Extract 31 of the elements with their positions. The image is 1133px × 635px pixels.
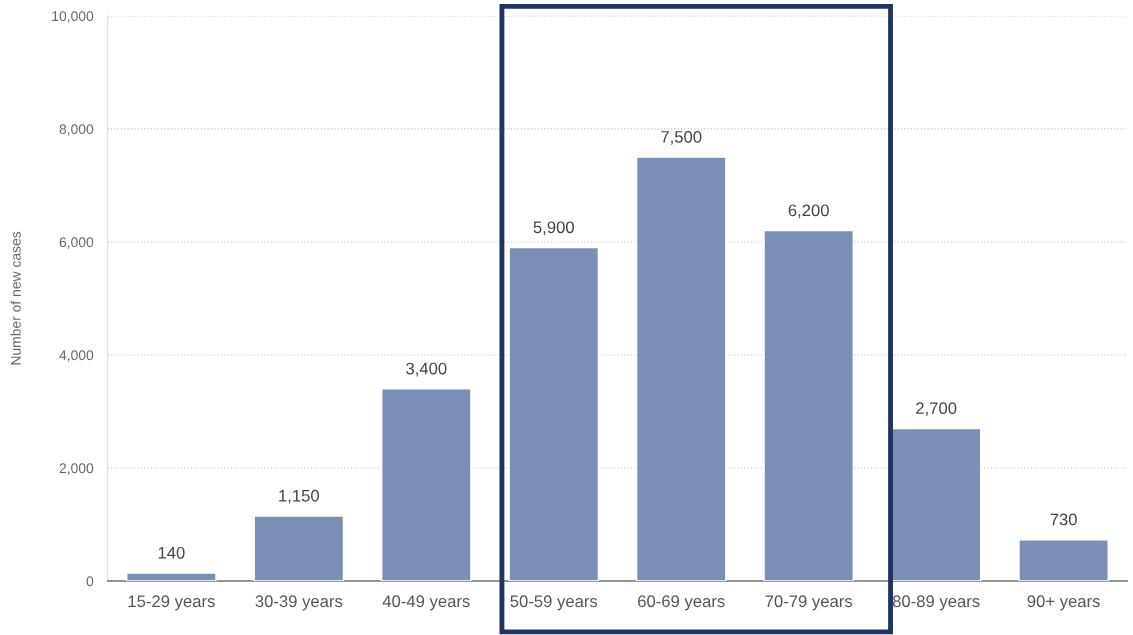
x-tick-label: 30-39 years xyxy=(255,595,343,611)
y-tick-label: 4,000 xyxy=(59,350,94,362)
data-label: 7,500 xyxy=(661,130,702,145)
data-label: 730 xyxy=(1050,513,1077,526)
y-tick-label: 0 xyxy=(86,576,94,587)
x-tick-label: 40-49 years xyxy=(382,595,470,611)
bar xyxy=(380,388,472,582)
y-tick-label: 2,000 xyxy=(59,463,94,475)
x-tick-label: 60-69 years xyxy=(638,595,725,611)
bar xyxy=(635,156,727,582)
x-tick-label: 15-29 years xyxy=(128,595,215,611)
y-tick-label: 10,000 xyxy=(52,11,94,23)
y-axis-title: Number of new cases xyxy=(10,231,21,365)
data-label: 5,900 xyxy=(533,221,574,236)
x-tick-label: 90+ years xyxy=(1027,595,1100,611)
y-tick-label: 8,000 xyxy=(59,124,94,136)
bar xyxy=(890,427,982,582)
data-label: 6,200 xyxy=(788,204,829,219)
x-tick-label: 50-59 years xyxy=(510,595,598,611)
x-tick-label: 80-89 years xyxy=(892,595,980,611)
bar xyxy=(508,246,600,582)
data-label: 2,700 xyxy=(916,402,957,416)
data-label: 3,400 xyxy=(406,362,447,377)
bar xyxy=(253,515,345,582)
x-tick-label: 70-79 years xyxy=(765,595,853,611)
bar xyxy=(763,229,854,582)
data-label: 1,150 xyxy=(279,489,320,504)
bar xyxy=(126,572,217,582)
bar xyxy=(1018,539,1109,582)
y-tick-label: 6,000 xyxy=(59,237,94,249)
data-label: 140 xyxy=(158,546,185,559)
